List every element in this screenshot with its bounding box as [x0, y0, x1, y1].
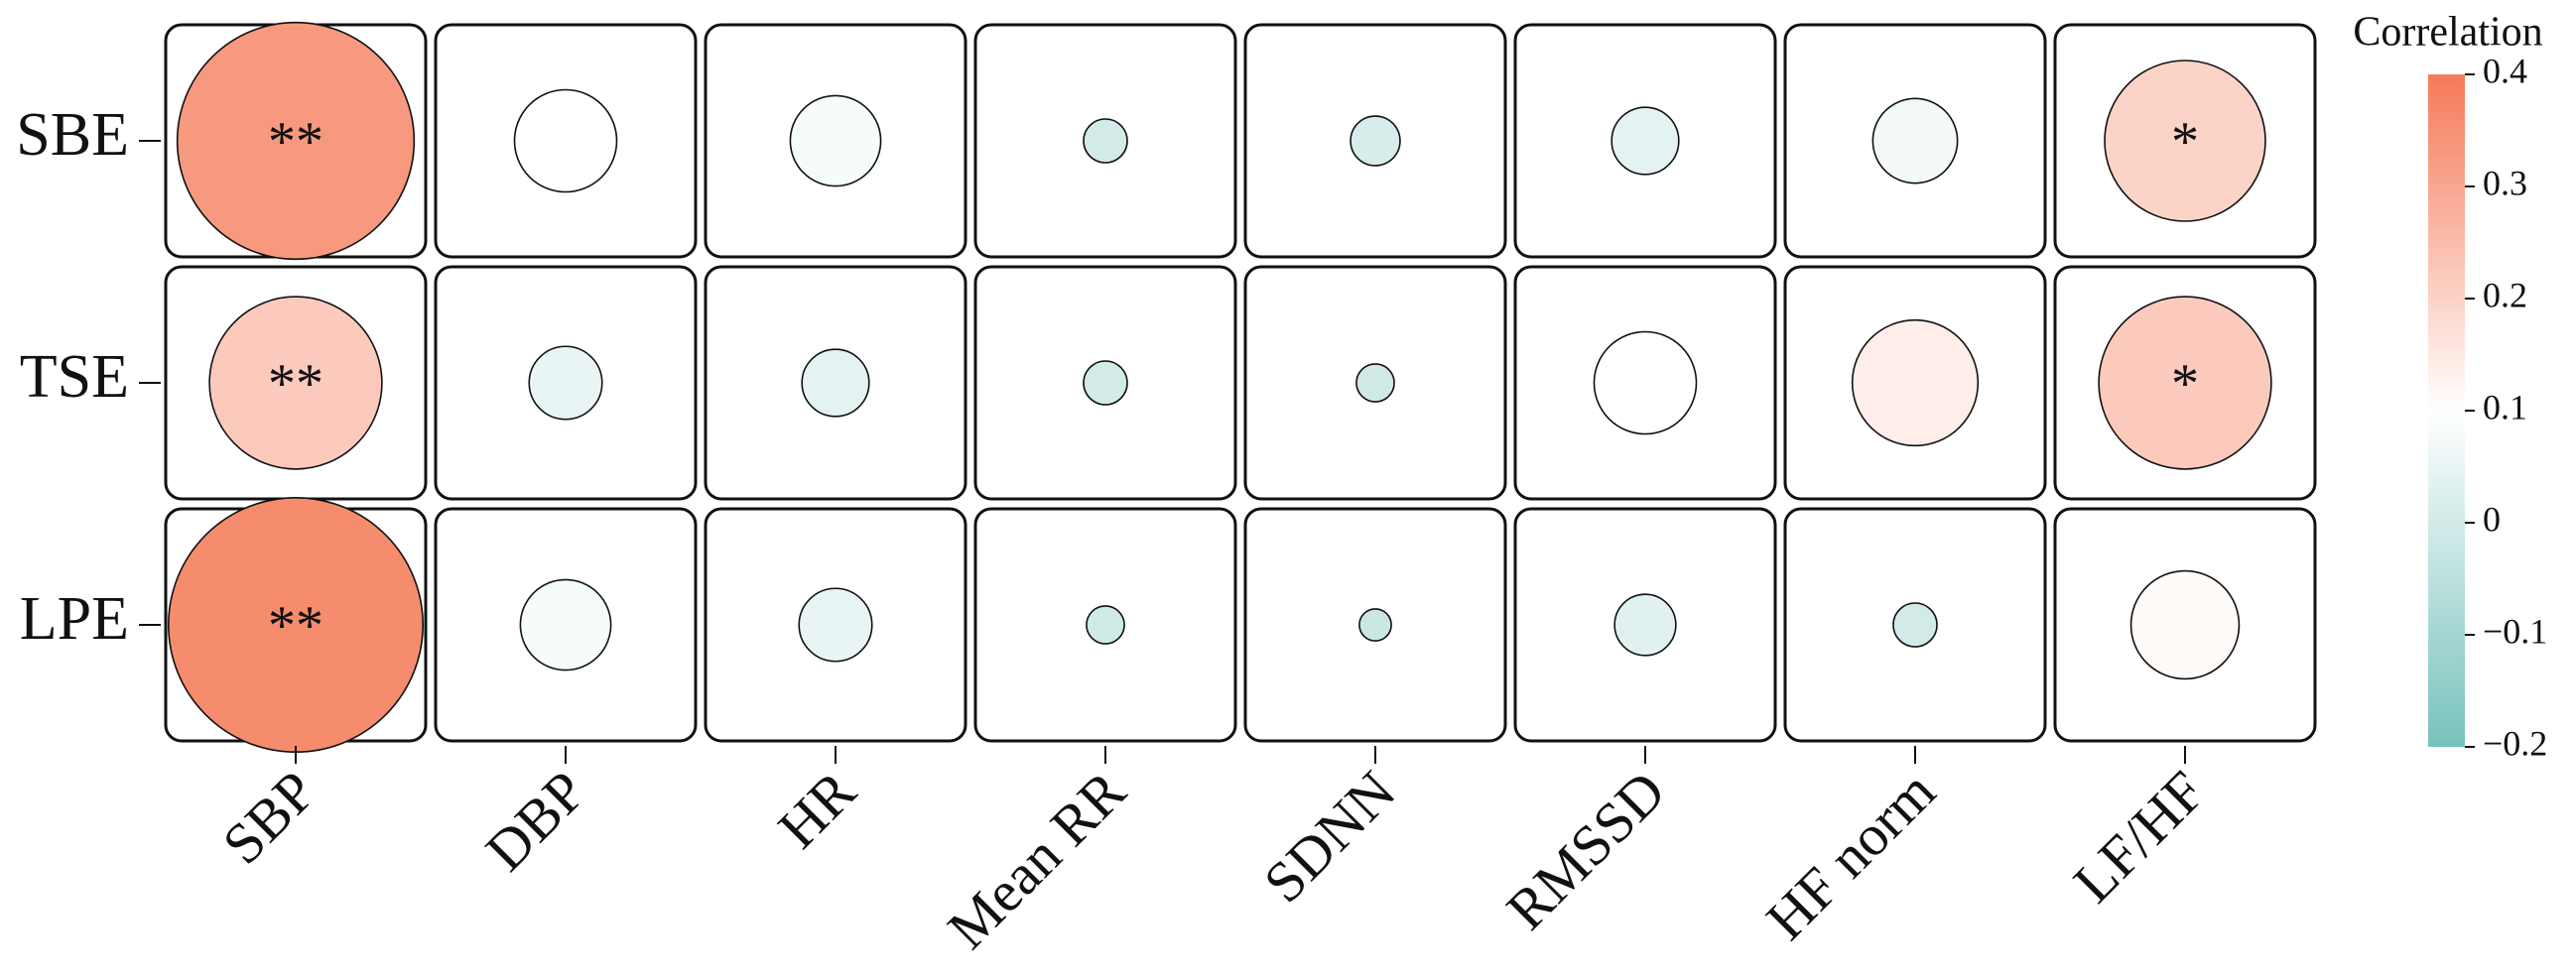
correlation-circle — [519, 578, 612, 672]
correlation-circle — [1083, 118, 1128, 164]
column-label: SBP — [210, 759, 328, 877]
correlation-circle — [1083, 360, 1128, 406]
correlation-circle — [1086, 605, 1125, 645]
colorbar — [2428, 74, 2465, 747]
row-label: LPE — [20, 585, 129, 653]
column-label: HR — [766, 758, 868, 860]
column-label: HF norm — [1753, 759, 1947, 952]
correlation-circle — [798, 587, 873, 663]
correlation-circle — [1593, 330, 1698, 435]
column-label: Mean RR — [935, 758, 1138, 961]
colorbar-title: Correlation — [2353, 10, 2542, 56]
correlation-circle — [528, 345, 603, 421]
correlation-circle — [1871, 97, 1959, 184]
correlation-circle — [1892, 602, 1938, 648]
correlation-circle — [208, 296, 383, 470]
row-label: TSE — [20, 343, 129, 411]
column-label: RMSSD — [1494, 759, 1678, 942]
correlation-circle — [1358, 608, 1392, 642]
correlation-circle — [2104, 60, 2266, 222]
column-label: SDNN — [1251, 759, 1408, 916]
correlation-circle — [2129, 569, 2241, 680]
correlation-circle — [1350, 115, 1401, 167]
colorbar-tick-label: 0.1 — [2483, 387, 2527, 427]
correlation-circle — [1610, 106, 1680, 176]
significance: ** — [268, 111, 323, 173]
row-label: SBE — [16, 101, 129, 169]
significance: * — [2171, 353, 2199, 415]
significance: ** — [268, 595, 323, 657]
correlation-circle — [1355, 363, 1395, 403]
colorbar-tick-label: 0.3 — [2483, 163, 2527, 202]
correlation-circle — [801, 348, 870, 418]
correlation-circle — [789, 94, 882, 187]
significance: * — [2171, 111, 2199, 173]
significance: ** — [268, 353, 323, 415]
colorbar-tick-label: −0.1 — [2483, 611, 2547, 651]
correlation-circle — [2098, 296, 2272, 470]
colorbar-tick-label: 0 — [2483, 499, 2501, 539]
colorbar-tick-label: 0.4 — [2483, 51, 2527, 90]
colorbar-tick-label: −0.2 — [2483, 723, 2547, 763]
correlation-circle — [1613, 593, 1677, 657]
correlation-circle — [513, 88, 618, 193]
column-label: LF/HF — [2061, 759, 2218, 916]
correlation-circle — [1851, 318, 1980, 447]
column-label: DBP — [473, 759, 598, 884]
correlation-circle — [176, 21, 416, 261]
colorbar-tick-label: 0.2 — [2483, 275, 2527, 314]
